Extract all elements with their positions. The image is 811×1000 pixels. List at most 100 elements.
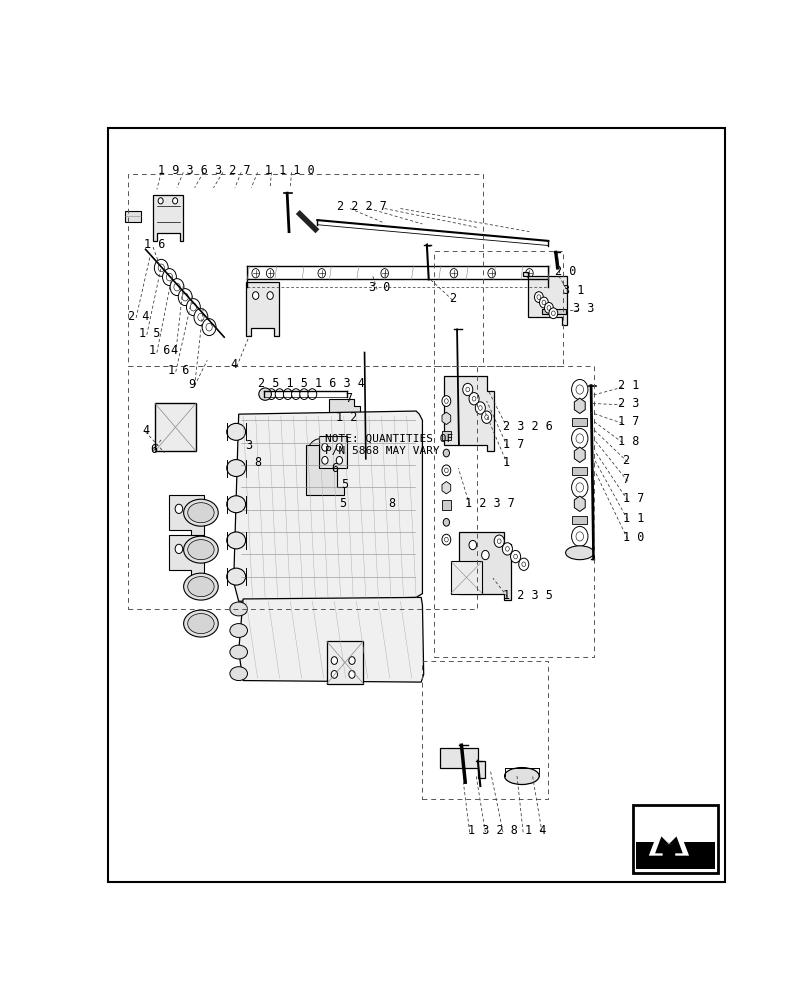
Polygon shape xyxy=(169,495,204,538)
Text: 2 1: 2 1 xyxy=(617,379,638,392)
Ellipse shape xyxy=(187,577,214,597)
Ellipse shape xyxy=(183,499,218,526)
Text: 1 0: 1 0 xyxy=(622,531,643,544)
Bar xyxy=(441,431,450,440)
Circle shape xyxy=(539,297,547,308)
Text: 4: 4 xyxy=(142,424,149,437)
Circle shape xyxy=(502,543,512,555)
Circle shape xyxy=(571,379,587,400)
Ellipse shape xyxy=(259,388,271,400)
Ellipse shape xyxy=(187,614,214,634)
Circle shape xyxy=(331,671,337,678)
Text: 5: 5 xyxy=(339,497,346,510)
Ellipse shape xyxy=(230,602,247,616)
Text: 3 3: 3 3 xyxy=(573,302,594,315)
Polygon shape xyxy=(444,376,493,451)
Ellipse shape xyxy=(183,610,218,637)
Polygon shape xyxy=(169,535,204,578)
Polygon shape xyxy=(573,447,585,462)
Text: NOTE: QUANTITIES OF
P/N 5868 MAY VARY: NOTE: QUANTITIES OF P/N 5868 MAY VARY xyxy=(324,434,453,456)
Circle shape xyxy=(154,259,168,276)
Ellipse shape xyxy=(565,546,593,560)
Circle shape xyxy=(349,657,354,664)
Circle shape xyxy=(534,292,543,302)
Ellipse shape xyxy=(226,568,245,585)
Bar xyxy=(572,516,586,524)
Circle shape xyxy=(307,439,332,470)
Text: 2 2 2 7: 2 2 2 7 xyxy=(337,200,387,213)
Text: 1 7: 1 7 xyxy=(502,438,524,451)
Text: 2 4: 2 4 xyxy=(128,310,149,323)
Circle shape xyxy=(474,402,485,414)
Circle shape xyxy=(441,396,450,406)
Text: 6: 6 xyxy=(331,462,338,475)
Circle shape xyxy=(321,443,328,451)
Circle shape xyxy=(307,389,316,400)
Text: 1 9 3 6 3 2 7  1 1 1 0: 1 9 3 6 3 2 7 1 1 1 0 xyxy=(158,164,315,177)
Polygon shape xyxy=(329,399,359,437)
Polygon shape xyxy=(306,445,343,495)
Circle shape xyxy=(481,411,491,423)
Circle shape xyxy=(187,299,200,316)
Circle shape xyxy=(194,309,208,326)
Text: 1 7: 1 7 xyxy=(622,492,643,505)
Polygon shape xyxy=(573,496,585,511)
Circle shape xyxy=(462,383,472,396)
Circle shape xyxy=(336,443,342,451)
Text: 2: 2 xyxy=(622,454,629,467)
Polygon shape xyxy=(153,195,183,241)
Polygon shape xyxy=(648,833,689,856)
Text: 1 6: 1 6 xyxy=(144,238,165,251)
Circle shape xyxy=(571,428,587,448)
Circle shape xyxy=(178,289,192,306)
Text: 8: 8 xyxy=(254,456,260,469)
Circle shape xyxy=(313,446,326,462)
Polygon shape xyxy=(234,411,422,601)
Circle shape xyxy=(321,456,328,464)
Polygon shape xyxy=(125,211,140,222)
Circle shape xyxy=(571,477,587,497)
Text: 2 0: 2 0 xyxy=(554,265,575,278)
Bar xyxy=(450,561,482,594)
Circle shape xyxy=(202,319,216,336)
Text: 1 3 2 8 1 4: 1 3 2 8 1 4 xyxy=(467,824,546,837)
Text: 1 2 3 7: 1 2 3 7 xyxy=(465,497,514,510)
Bar xyxy=(633,805,718,873)
Circle shape xyxy=(571,526,587,546)
Text: 1 8: 1 8 xyxy=(617,435,638,448)
Circle shape xyxy=(175,544,182,554)
Text: 1 2 3 5: 1 2 3 5 xyxy=(502,589,552,602)
Circle shape xyxy=(525,269,533,278)
Circle shape xyxy=(162,269,176,286)
Ellipse shape xyxy=(187,503,214,523)
Bar xyxy=(155,403,195,451)
Ellipse shape xyxy=(230,645,247,659)
Polygon shape xyxy=(573,398,585,414)
Ellipse shape xyxy=(226,496,245,513)
Ellipse shape xyxy=(230,667,247,681)
Text: 1 7: 1 7 xyxy=(617,415,638,428)
Text: 4: 4 xyxy=(230,358,238,371)
Text: 1 6: 1 6 xyxy=(148,344,169,358)
Bar xyxy=(326,641,363,684)
Circle shape xyxy=(252,292,259,299)
Text: 3 0: 3 0 xyxy=(368,281,390,294)
Circle shape xyxy=(267,292,273,299)
Ellipse shape xyxy=(230,624,247,637)
Text: 7: 7 xyxy=(622,473,629,486)
Text: 8: 8 xyxy=(388,497,394,510)
Circle shape xyxy=(336,456,342,464)
Circle shape xyxy=(494,535,504,547)
Polygon shape xyxy=(522,272,566,325)
Circle shape xyxy=(251,269,260,278)
Text: 3: 3 xyxy=(245,439,251,452)
Ellipse shape xyxy=(226,532,245,549)
Circle shape xyxy=(469,540,476,550)
Polygon shape xyxy=(238,597,423,682)
Text: 2 3: 2 3 xyxy=(617,397,638,410)
Circle shape xyxy=(469,393,478,405)
Circle shape xyxy=(275,389,284,400)
Circle shape xyxy=(510,550,520,563)
Circle shape xyxy=(487,269,495,278)
Circle shape xyxy=(173,198,178,204)
